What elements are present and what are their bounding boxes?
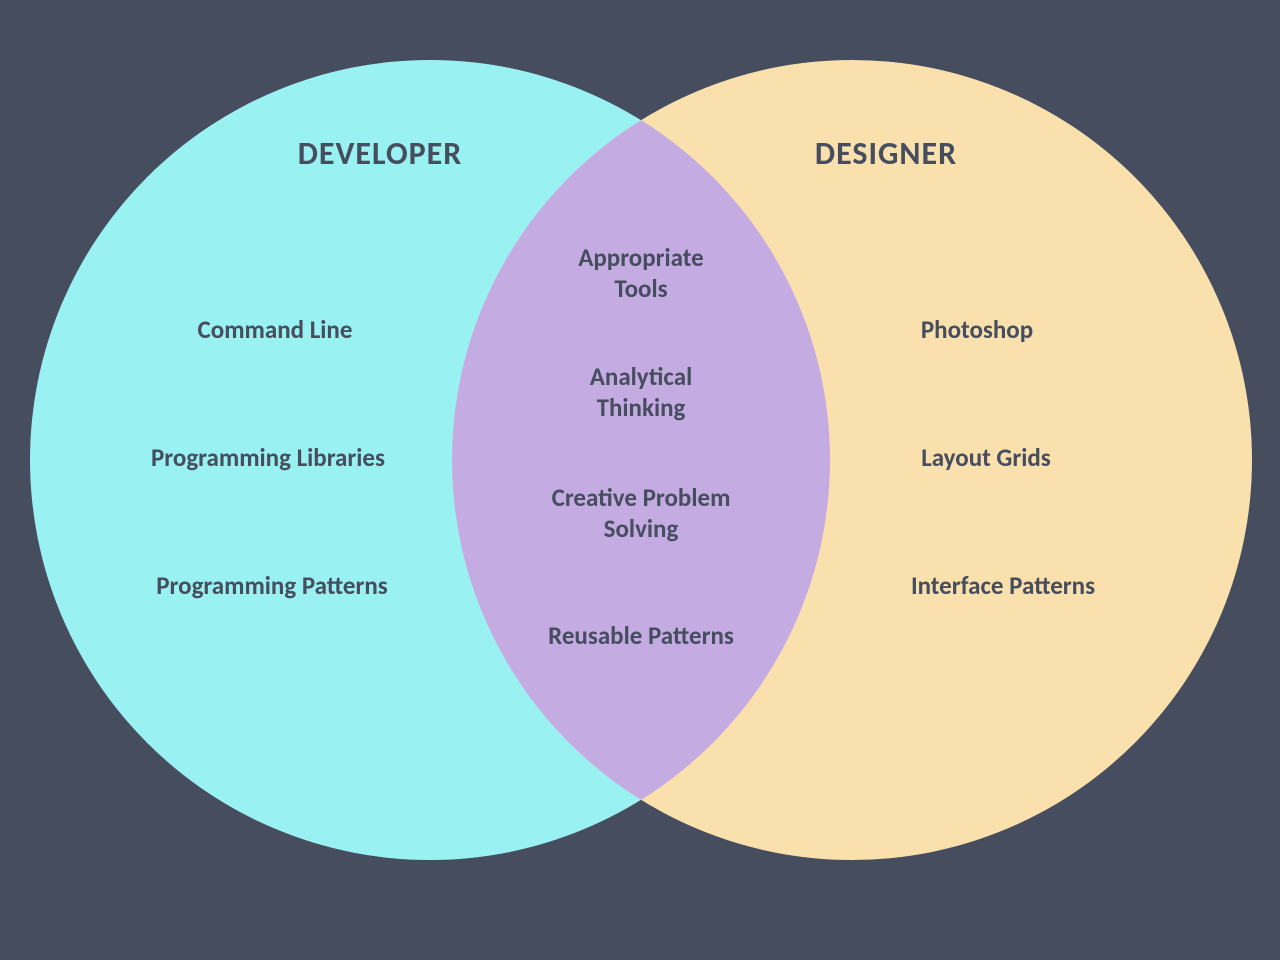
venn-right-item-2: Interface Patterns (843, 570, 1163, 601)
venn-title-left: DEVELOPER (230, 134, 530, 173)
venn-mid-item-0: Appropriate Tools (481, 242, 801, 305)
venn-diagram: DEVELOPER DESIGNER Command Line Programm… (0, 0, 1280, 960)
venn-mid-item-2: Creative Problem Solving (481, 482, 801, 545)
venn-right-item-0: Photoshop (817, 314, 1137, 345)
venn-title-right: DESIGNER (736, 134, 1036, 173)
venn-intersection-fill (452, 60, 830, 860)
venn-right-item-1: Layout Grids (826, 442, 1146, 473)
venn-left-item-2: Programming Patterns (112, 570, 432, 601)
venn-mid-item-1: Analytical Thinking (481, 361, 801, 424)
venn-left-item-0: Command Line (115, 314, 435, 345)
venn-left-item-1: Programming Libraries (108, 442, 428, 473)
venn-mid-item-3: Reusable Patterns (481, 620, 801, 651)
